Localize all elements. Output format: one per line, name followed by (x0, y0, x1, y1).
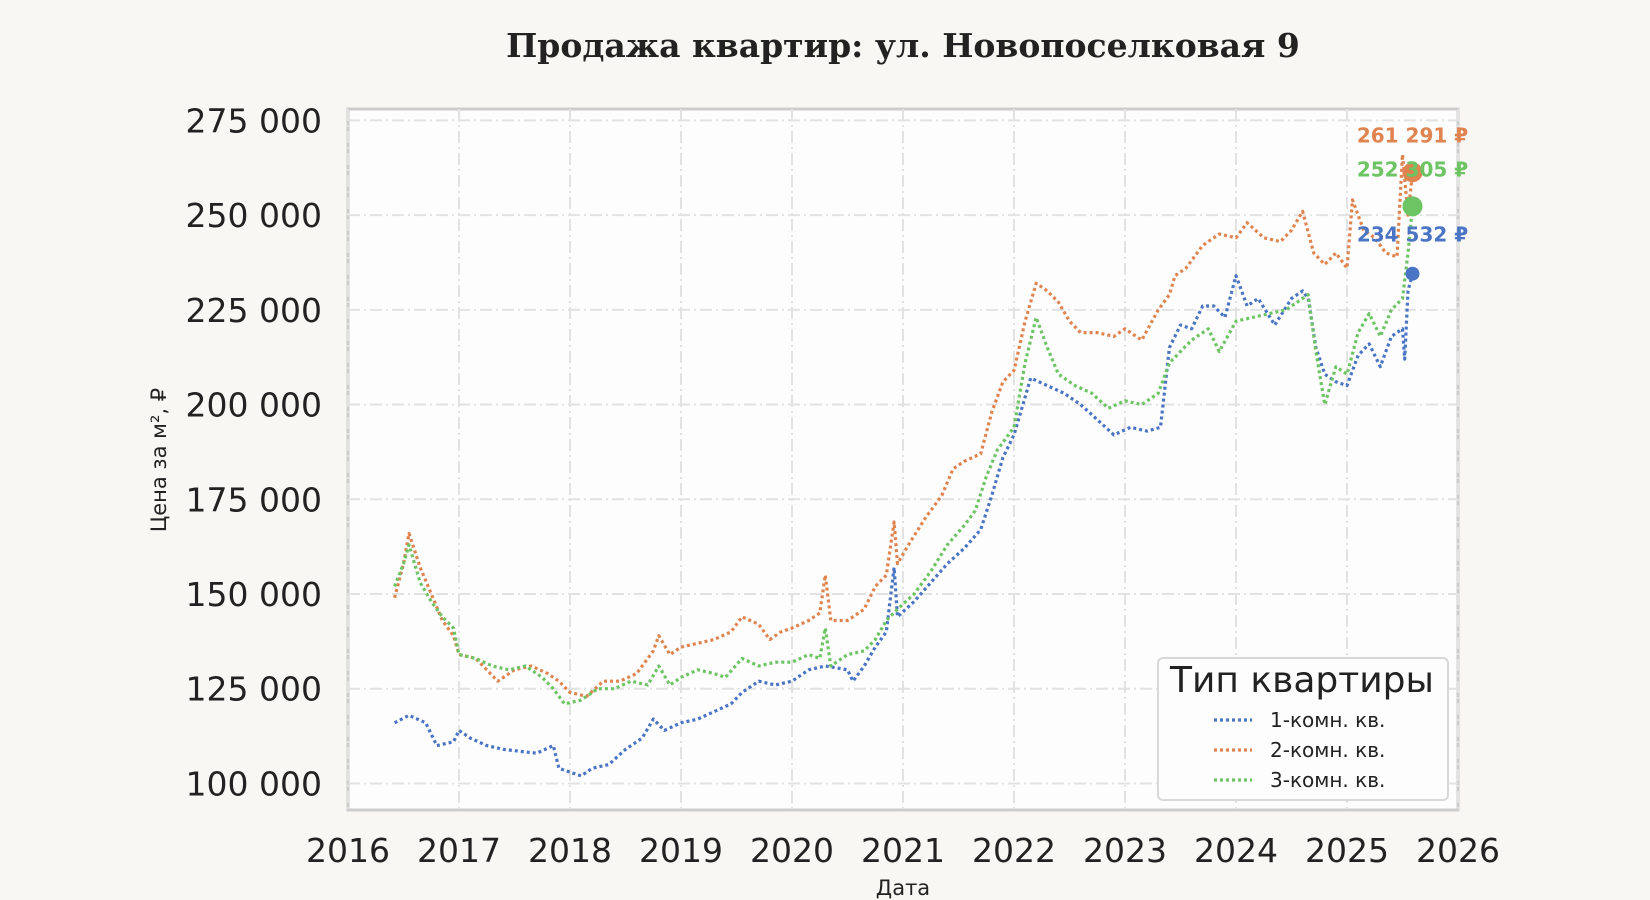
legend-label-2: 2-комн. кв. (1270, 738, 1385, 762)
legend-box (1157, 657, 1449, 801)
x-axis-label: Дата (876, 876, 930, 900)
y-axis-label: Цена за м², ₽ (147, 388, 171, 532)
legend-items: 1-комн. кв. 2-комн. кв. 3-комн. кв. (1214, 708, 1385, 792)
legend-label-1: 1-комн. кв. (1270, 708, 1385, 732)
x-tick-label: 2023 (1083, 831, 1167, 870)
y-tick-label: 275 000 (186, 101, 322, 140)
legend-label-3: 3-комн. кв. (1270, 768, 1385, 792)
x-tick-label: 2020 (750, 831, 834, 870)
series-line-3 (393, 206, 1415, 706)
x-tick-label: 2021 (861, 831, 945, 870)
end-markers: 234 532 ₽ 261 291 ₽ 252 305 ₽ (1357, 123, 1468, 281)
y-tick-label: 125 000 (186, 670, 322, 709)
y-tick-label: 225 000 (186, 291, 322, 330)
series-line-1 (393, 273, 1415, 778)
x-tick-label: 2018 (528, 831, 612, 870)
legend-title: Тип квартиры (1169, 660, 1434, 701)
y-tick-label: 150 000 (186, 575, 322, 614)
chart-title: Продажа квартир: ул. Новопоселковая 9 (506, 26, 1300, 65)
x-tick-label: 2022 (972, 831, 1056, 870)
end-point-2 (1402, 162, 1423, 183)
end-point-1 (1405, 266, 1420, 281)
y-tick-label: 250 000 (186, 196, 322, 235)
x-tick-label: 2019 (639, 831, 723, 870)
x-tick-label: 2016 (306, 831, 390, 870)
x-axis-ticks: 2016 2017 2018 2019 2020 2021 2022 2023 2024 2025… (306, 831, 1500, 870)
y-tick-label: 175 000 (186, 480, 322, 519)
x-tick-label: 2025 (1305, 831, 1389, 870)
end-value-label-2: 261 291 ₽ (1357, 123, 1468, 147)
x-tick-label: 2024 (1194, 831, 1278, 870)
end-value-label-1: 234 532 ₽ (1357, 223, 1468, 247)
series-line-2 (393, 152, 1415, 698)
series-group (393, 152, 1415, 778)
y-tick-label: 200 000 (186, 386, 322, 425)
x-tick-label: 2017 (417, 831, 501, 870)
end-point-3 (1402, 196, 1423, 217)
y-axis-ticks: 100 000 125 000 150 000 175 000 200 000 225 0… (186, 101, 322, 803)
end-value-label-3: 252 305 ₽ (1357, 157, 1468, 181)
x-tick-label: 2026 (1416, 831, 1500, 870)
y-tick-label: 100 000 (186, 764, 322, 803)
legend: Тип квартиры 1-комн. кв. 2-комн. кв. 3-ком… (1157, 657, 1449, 801)
